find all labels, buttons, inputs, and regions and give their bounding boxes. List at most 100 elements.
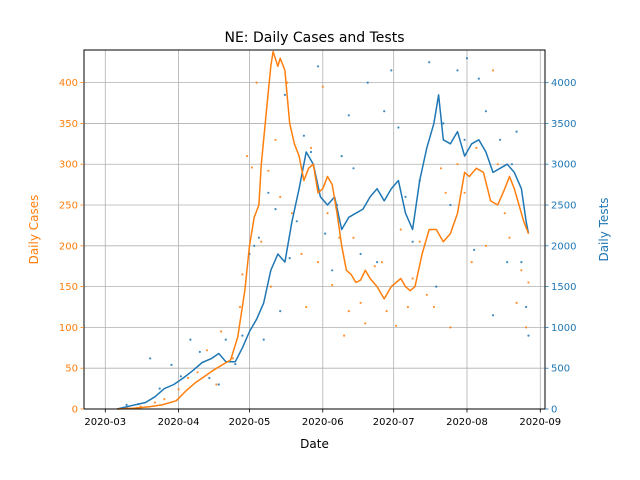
- tests-point: [449, 203, 452, 207]
- cases-point: [331, 283, 334, 287]
- cases-point: [418, 240, 421, 243]
- cases-point: [380, 261, 383, 264]
- x-tick-label: 2020-05: [229, 417, 271, 428]
- tests-point: [309, 150, 313, 154]
- tests-point: [224, 338, 227, 341]
- right-y-tick-label: 0: [551, 405, 557, 416]
- axes: 2020-03 2020-04 2020-05 2020-06 2020-07 2020-…: [59, 78, 577, 428]
- tests-point: [253, 244, 256, 247]
- tests-point: [149, 357, 152, 360]
- left-y-tick-label: 300: [59, 160, 78, 171]
- cases-point: [316, 261, 320, 264]
- tests-point: [352, 167, 355, 170]
- cases-point: [503, 212, 506, 215]
- cases-point: [491, 69, 495, 72]
- cases-point: [250, 166, 253, 169]
- tests-point: [506, 261, 509, 264]
- tests-point: [198, 350, 201, 353]
- tests-point: [411, 240, 414, 243]
- tests-point: [170, 363, 173, 366]
- tests-point: [274, 208, 277, 211]
- x-axis-title: Date: [300, 437, 329, 451]
- cases-point: [326, 212, 329, 215]
- cases-point: [220, 330, 223, 333]
- tests-point: [376, 261, 379, 264]
- cases-point: [432, 305, 435, 309]
- x-tick-label: 2020-07: [373, 417, 415, 428]
- tests-point: [189, 338, 192, 341]
- left-y-tick-label: 250: [59, 201, 78, 212]
- cases-point: [205, 349, 208, 352]
- tests-point: [366, 81, 369, 84]
- left-y-tick-label: 150: [59, 282, 78, 293]
- tests-point: [477, 77, 480, 80]
- left-y-tick-label: 200: [59, 241, 78, 252]
- tests-point: [340, 155, 343, 158]
- cases-point: [399, 228, 402, 231]
- cases-point: [274, 138, 277, 141]
- cases-point: [470, 261, 473, 264]
- cases-point: [215, 383, 218, 386]
- tests-point: [510, 163, 513, 166]
- left-axis-title: Daily Cases: [27, 195, 41, 265]
- cases-point: [395, 324, 398, 327]
- x-tick-label: 2020-09: [519, 417, 561, 428]
- tests-point: [125, 403, 128, 406]
- cases-point: [444, 191, 447, 194]
- cases-point: [406, 305, 409, 309]
- x-tick-label: 2020-03: [84, 417, 126, 428]
- cases-point: [411, 277, 414, 280]
- cases-point: [525, 326, 528, 329]
- right-y-tick-label: 1500: [551, 282, 576, 293]
- cases-point: [269, 285, 272, 288]
- cases-point: [231, 357, 234, 360]
- tests-point: [465, 57, 469, 60]
- tests-point: [302, 134, 305, 137]
- tests-point: [491, 314, 495, 317]
- cases-point: [279, 195, 282, 198]
- cases-point: [153, 401, 156, 404]
- cases-point: [343, 334, 346, 337]
- tests-point: [347, 114, 350, 117]
- cases-point: [305, 305, 308, 309]
- tests-point: [158, 387, 161, 390]
- cases-point: [425, 293, 428, 296]
- cases-point: [373, 265, 376, 268]
- tests-point: [324, 232, 327, 235]
- cases-point: [527, 281, 530, 284]
- tests-line: [116, 94, 530, 410]
- right-y-tick-label: 4000: [551, 78, 576, 89]
- cases-point: [321, 85, 324, 88]
- cases-point: [496, 163, 499, 166]
- tests-point: [295, 220, 298, 223]
- cases-point: [364, 322, 367, 325]
- tests-point: [267, 191, 270, 194]
- cases-point: [309, 146, 313, 149]
- tests-point: [435, 285, 438, 288]
- cases-point: [255, 81, 258, 84]
- cases-point: [186, 376, 190, 380]
- cases-point: [347, 310, 350, 313]
- tests-point: [262, 338, 265, 341]
- cases-point: [163, 398, 166, 401]
- tests-point: [473, 248, 476, 251]
- cases-line: [117, 50, 530, 410]
- tests-point: [331, 269, 334, 272]
- tests-point: [397, 126, 400, 129]
- left-y-tick-label: 0: [72, 405, 78, 416]
- left-y-tick-label: 350: [59, 119, 78, 130]
- right-axis-title: Daily Tests: [597, 197, 611, 261]
- tests-point: [279, 310, 282, 313]
- cases-point: [238, 305, 242, 309]
- right-y-tick-label: 3500: [551, 119, 576, 130]
- tests-point: [520, 261, 523, 264]
- right-y-tick-label: 1000: [551, 323, 576, 334]
- cases-point: [515, 301, 518, 304]
- tests-point: [442, 122, 445, 125]
- cases-point: [177, 388, 180, 391]
- tests-point: [404, 195, 407, 198]
- tests-point: [179, 375, 182, 378]
- cases-point: [456, 163, 459, 166]
- left-y-tick-label: 100: [59, 323, 78, 334]
